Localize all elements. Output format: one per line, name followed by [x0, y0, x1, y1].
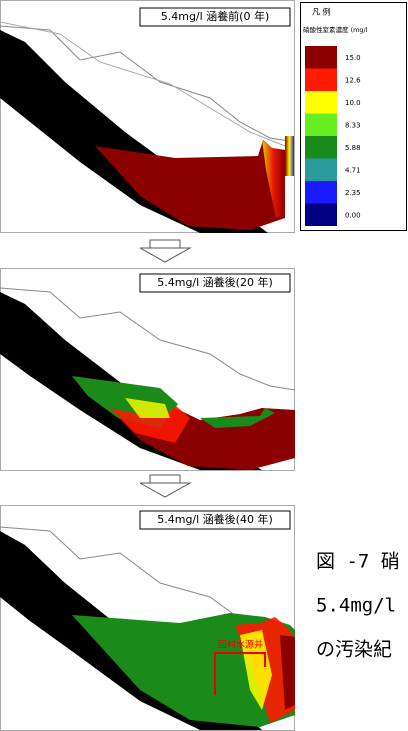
caption-line: 図 -7 硝 [316, 551, 400, 573]
legend-swatch [305, 91, 337, 114]
panel: 回村水源井 5.4mg/l 涵養後(40 年) [0, 505, 296, 731]
caption-line: の汚染紀 [316, 639, 392, 661]
legend-swatch [305, 136, 337, 159]
legend-subtitle: 硝酸性窒素濃度 (mg/l [303, 25, 368, 34]
annotation: 回村水源井 [218, 639, 263, 651]
legend-label: 10.0 [345, 99, 361, 107]
arrow [139, 239, 192, 498]
legend-label: 15.0 [345, 54, 361, 62]
panel-label: 5.4mg/l 涵養後(20 年) [157, 275, 273, 289]
panel: 5.4mg/l 涵養後(20 年) [0, 268, 296, 471]
legend-label: 8.33 [345, 122, 361, 130]
legend-swatch [305, 113, 337, 136]
legend-label: 4.71 [345, 167, 361, 175]
panel-label: 5.4mg/l 涵養後(40 年) [157, 512, 273, 526]
legend-label: 2.35 [345, 189, 361, 197]
legend-title: 凡 例 [312, 7, 331, 17]
legend-swatch [305, 158, 337, 181]
panel-label: 5.4mg/l 涵養前(0 年) [161, 9, 270, 23]
legend: 凡 例 硝酸性窒素濃度 (mg/l 15.0 12.6 10.0 8.33 5.88 4.… [300, 2, 407, 231]
legend-label: 12.6 [345, 77, 361, 85]
legend-swatch [305, 181, 337, 204]
legend-label: 0.00 [345, 212, 361, 220]
legend-swatch [305, 68, 337, 91]
legend-label: 5.88 [345, 144, 361, 152]
panel: 5.4mg/l 涵養前(0 年) [0, 0, 296, 233]
legend-swatch [305, 203, 337, 226]
caption-line: 5.4mg/l [316, 595, 396, 617]
legend-swatch [305, 46, 337, 69]
